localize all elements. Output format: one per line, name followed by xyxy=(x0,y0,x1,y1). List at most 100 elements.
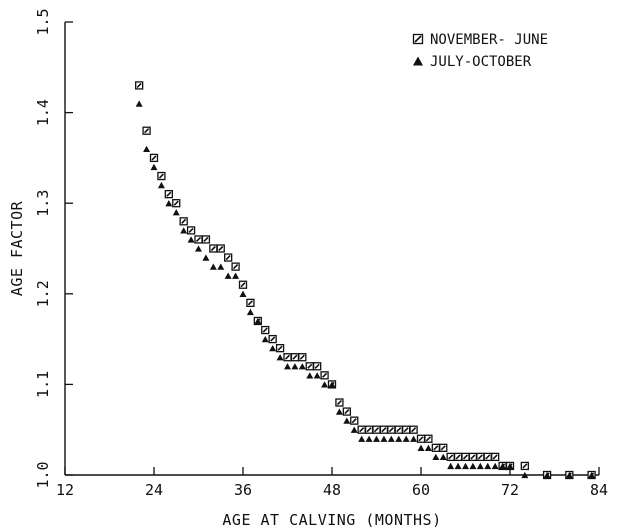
data-point xyxy=(424,434,433,443)
data-point xyxy=(194,235,203,244)
data-point xyxy=(424,444,432,451)
data-point xyxy=(246,308,254,316)
legend-marker-square-icon xyxy=(412,33,424,45)
data-point xyxy=(305,362,314,371)
data-point xyxy=(409,425,418,434)
data-point xyxy=(135,81,144,90)
legend: NOVEMBER- JUNE JULY-OCTOBER xyxy=(412,32,548,70)
data-point xyxy=(350,416,359,425)
y-tick-label: 1.4 xyxy=(34,99,52,126)
data-point xyxy=(261,335,269,343)
data-point xyxy=(335,398,344,407)
y-tick-label: 1.3 xyxy=(34,190,52,217)
data-points xyxy=(135,81,596,480)
data-point xyxy=(431,443,440,452)
data-point xyxy=(468,452,478,462)
x-ticks: 12 24 36 48 60 72 84 xyxy=(56,467,608,499)
data-point xyxy=(216,244,225,253)
data-point xyxy=(320,371,329,380)
x-axis-title: AGE AT CALVING (MONTHS) xyxy=(222,511,441,529)
data-point xyxy=(520,461,529,471)
y-tick-label: 1.0 xyxy=(34,461,52,488)
data-point xyxy=(202,254,210,261)
data-point xyxy=(364,425,374,434)
data-point xyxy=(157,171,166,181)
data-point xyxy=(313,372,321,379)
data-point xyxy=(224,253,233,262)
data-point xyxy=(565,471,573,479)
data-point xyxy=(298,353,307,362)
data-point xyxy=(238,280,248,289)
data-point xyxy=(149,153,159,163)
data-point xyxy=(387,435,395,442)
data-point xyxy=(447,462,455,470)
series-july-october xyxy=(135,100,596,479)
data-point xyxy=(335,408,343,415)
data-point xyxy=(135,100,143,107)
data-point xyxy=(269,345,277,352)
data-point xyxy=(172,199,181,208)
legend-triangle-icon xyxy=(413,56,423,66)
data-point xyxy=(343,417,351,424)
x-tick-label: 24 xyxy=(145,481,163,499)
y-axis-title: AGE FACTOR xyxy=(8,200,26,296)
data-point xyxy=(209,244,218,253)
data-point xyxy=(276,354,284,361)
data-point xyxy=(342,407,351,416)
data-point xyxy=(365,435,373,442)
data-point xyxy=(379,425,389,434)
data-point xyxy=(380,435,388,442)
data-point xyxy=(476,462,484,470)
data-point xyxy=(491,452,500,462)
data-point xyxy=(432,453,440,461)
data-point xyxy=(521,471,529,479)
data-point xyxy=(454,462,462,470)
data-point xyxy=(328,381,336,388)
x-tick-label: 48 xyxy=(323,481,341,499)
data-point xyxy=(232,272,240,279)
data-point xyxy=(298,363,306,370)
data-point xyxy=(195,245,202,252)
data-point xyxy=(439,443,448,452)
legend-square-icon xyxy=(412,33,424,45)
data-point xyxy=(461,452,470,462)
data-point xyxy=(179,217,188,226)
y-tick-label: 1.2 xyxy=(34,280,52,307)
data-point xyxy=(439,453,447,461)
data-point xyxy=(246,298,255,308)
data-point xyxy=(358,435,366,442)
data-point xyxy=(186,226,196,235)
data-point xyxy=(165,200,173,207)
data-point xyxy=(410,435,418,442)
data-point xyxy=(306,372,314,379)
data-point xyxy=(416,434,426,443)
data-point xyxy=(506,462,514,470)
data-point xyxy=(157,181,165,189)
legend-label-november-june: NOVEMBER- JUNE xyxy=(430,32,548,48)
data-point xyxy=(201,235,211,244)
data-point xyxy=(239,290,247,297)
x-tick-label: 36 xyxy=(234,481,252,499)
data-point xyxy=(283,353,292,362)
data-point xyxy=(275,344,285,353)
data-point xyxy=(483,452,492,462)
y-tick-label: 1.1 xyxy=(34,371,52,398)
data-point xyxy=(143,145,151,152)
data-point xyxy=(142,126,151,135)
legend-item-july-october: JULY-OCTOBER xyxy=(413,54,532,70)
data-point xyxy=(446,452,455,462)
legend-label-july-october: JULY-OCTOBER xyxy=(430,54,532,70)
data-point xyxy=(491,462,499,470)
data-point xyxy=(484,462,492,470)
data-point xyxy=(350,426,358,433)
data-point xyxy=(224,272,232,279)
data-point xyxy=(372,425,381,434)
data-point xyxy=(476,452,485,462)
data-point xyxy=(373,435,380,442)
series-november-june xyxy=(135,81,596,480)
x-tick-label: 12 xyxy=(56,481,74,499)
data-point xyxy=(453,452,463,462)
data-point xyxy=(394,425,403,434)
data-point xyxy=(321,381,329,388)
